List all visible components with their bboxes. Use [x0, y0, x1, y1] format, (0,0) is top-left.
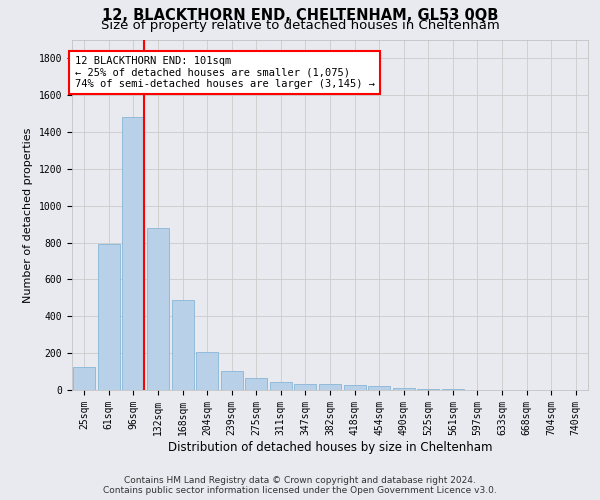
Bar — [245, 378, 268, 390]
Bar — [319, 384, 341, 390]
Bar — [172, 300, 194, 390]
Text: 12, BLACKTHORN END, CHELTENHAM, GL53 0QB: 12, BLACKTHORN END, CHELTENHAM, GL53 0QB — [102, 8, 498, 22]
Bar — [344, 386, 365, 390]
Bar — [147, 228, 169, 390]
Bar — [98, 244, 120, 390]
Bar — [221, 370, 243, 390]
Bar — [270, 382, 292, 390]
Text: 12 BLACKTHORN END: 101sqm
← 25% of detached houses are smaller (1,075)
74% of se: 12 BLACKTHORN END: 101sqm ← 25% of detac… — [74, 56, 374, 89]
Text: Size of property relative to detached houses in Cheltenham: Size of property relative to detached ho… — [101, 19, 499, 32]
Y-axis label: Number of detached properties: Number of detached properties — [23, 128, 33, 302]
Bar — [73, 367, 95, 390]
X-axis label: Distribution of detached houses by size in Cheltenham: Distribution of detached houses by size … — [168, 440, 492, 454]
Bar — [196, 352, 218, 390]
Bar — [295, 384, 316, 390]
Bar — [392, 388, 415, 390]
Bar — [368, 386, 390, 390]
Bar — [122, 118, 145, 390]
Bar — [417, 389, 439, 390]
Text: Contains HM Land Registry data © Crown copyright and database right 2024.
Contai: Contains HM Land Registry data © Crown c… — [103, 476, 497, 495]
